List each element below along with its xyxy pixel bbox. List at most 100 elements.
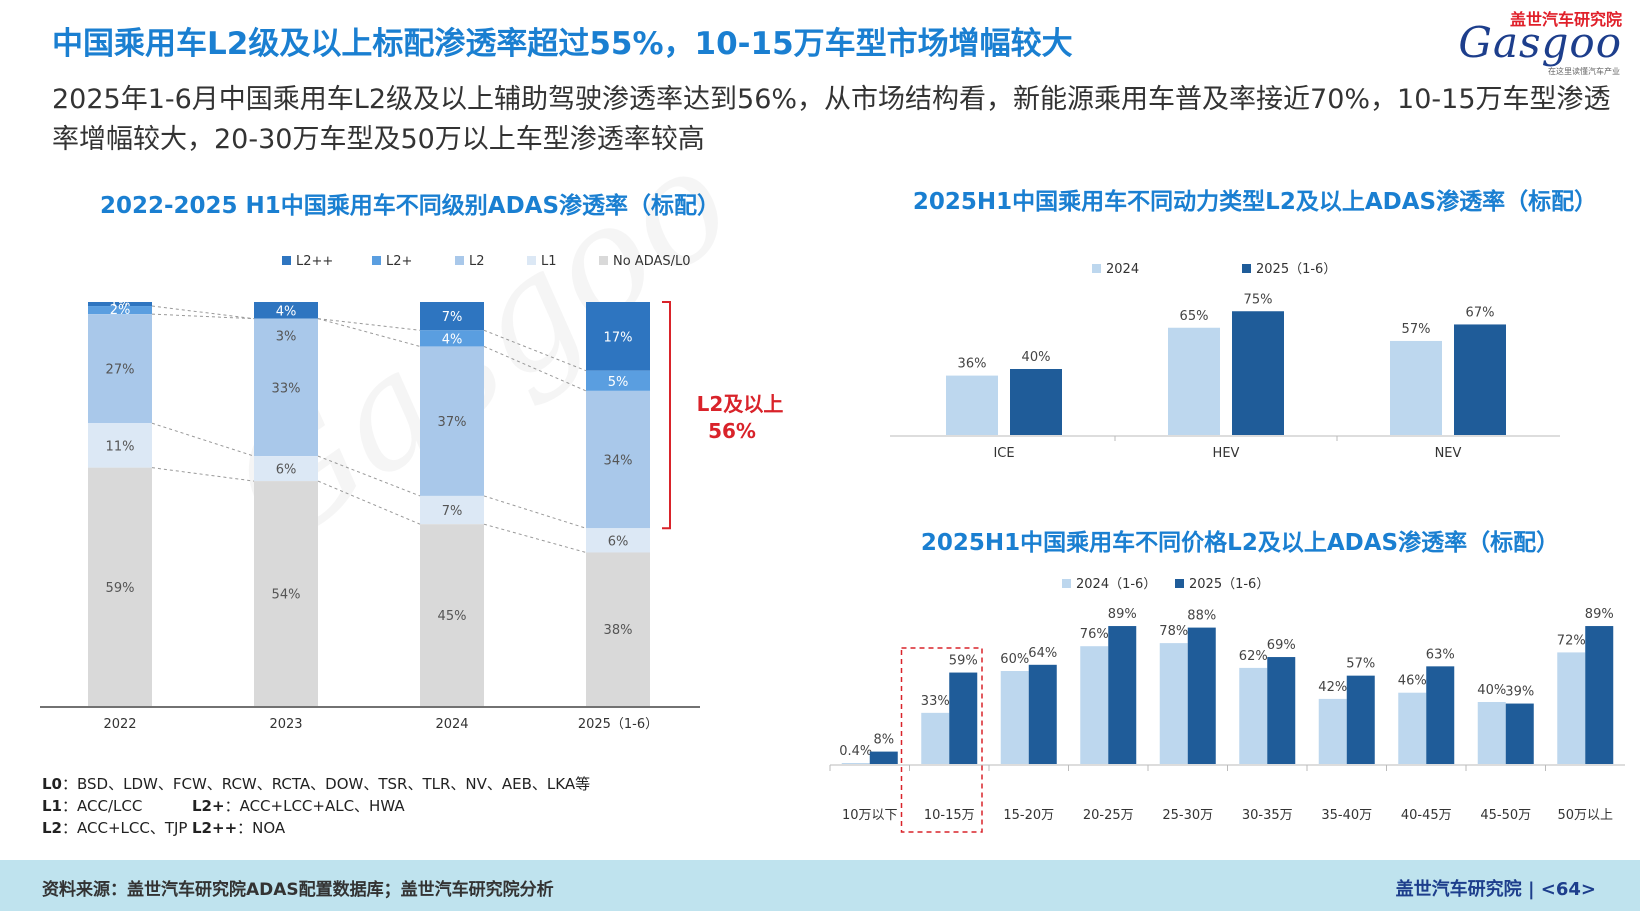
connector-3-0	[151, 422, 255, 457]
data-label-1-2: 33%	[272, 381, 301, 396]
c3-bar-0-0	[841, 763, 870, 764]
c2-x-tick-0: ICE	[993, 446, 1014, 461]
data-label-3-2: 34%	[604, 454, 633, 469]
c3-bar-2-0	[1000, 671, 1029, 764]
chart-powertrain: 2024 2025（1-6） 36% 40% ICE 65% 75% HEV 57% 67% NEV	[890, 262, 1560, 461]
connector-1-0	[151, 305, 255, 320]
c3-data-label-0-0: 0.4%	[839, 744, 872, 759]
c3-data-label-1-0: 33%	[921, 694, 950, 709]
legend-label-0: L2++	[296, 254, 333, 269]
x-tick-2: 2024	[435, 717, 468, 732]
data-label-2-3: 7%	[442, 504, 463, 519]
c3-bar-4-1	[1187, 627, 1216, 764]
data-label-2-1: 4%	[442, 332, 463, 347]
c2-data-label-2-1: 67%	[1466, 305, 1495, 320]
bar-3-0	[586, 302, 650, 371]
data-label-1-3: 6%	[276, 463, 297, 478]
c3-legend-label-0: 2024（1-6）	[1076, 577, 1156, 592]
connector-2-2	[483, 345, 587, 392]
data-label-3-1: 5%	[608, 375, 629, 390]
c3-bar-4-0	[1159, 643, 1188, 764]
legend-label-2: L2	[469, 254, 485, 269]
c3-data-label-8-1: 39%	[1505, 685, 1534, 700]
legend-label-1: L2+	[386, 254, 412, 269]
c2-data-label-0-1: 40%	[1022, 350, 1051, 365]
c2-legend-label-0: 2024	[1106, 262, 1139, 277]
c3-data-label-5-0: 62%	[1239, 649, 1268, 664]
data-label-3-3: 6%	[608, 534, 629, 549]
c3-bar-9-0	[1557, 652, 1586, 764]
gasgoo-logo: 盖世汽车研究院 Gasgoo 在这里读懂汽车产业	[1430, 4, 1630, 76]
data-label-1-4: 54%	[272, 588, 301, 603]
c3-data-label-1-1: 59%	[949, 654, 978, 669]
legend-swatch-2	[455, 256, 464, 265]
connector-2-0	[151, 313, 255, 320]
c3-x-tick-6: 35-40万	[1321, 808, 1372, 823]
bar-0-2	[88, 314, 152, 424]
connector-2-1	[317, 318, 421, 347]
bar-1-4	[254, 481, 318, 706]
legend-label-3: L1	[541, 254, 557, 269]
bar-1-2	[254, 318, 318, 457]
c3-data-label-3-1: 89%	[1108, 607, 1137, 622]
c3-data-label-2-1: 64%	[1028, 646, 1057, 661]
bar-3-3	[586, 528, 650, 553]
data-label-2-0: 7%	[442, 310, 463, 325]
c3-bar-7-0	[1398, 692, 1427, 764]
c2-legend-swatch-0	[1092, 264, 1101, 273]
c3-x-tick-2: 15-20万	[1003, 808, 1054, 823]
c3-bar-0-1	[869, 751, 898, 764]
c3-bar-3-0	[1080, 646, 1109, 764]
connector-1-2	[483, 329, 587, 372]
c2-legend-label-1: 2025（1-6）	[1256, 262, 1336, 277]
bar-2-2	[420, 346, 484, 496]
x-tick-3: 2025（1-6）	[578, 717, 658, 732]
bar-2-1	[420, 330, 484, 347]
data-label-1-0: 4%	[276, 304, 297, 319]
c3-x-tick-7: 40-45万	[1401, 808, 1452, 823]
data-label-2-2: 37%	[438, 415, 467, 430]
x-tick-1: 2023	[269, 717, 302, 732]
bar-2-0	[420, 302, 484, 331]
c3-x-tick-4: 25-30万	[1162, 808, 1213, 823]
c3-data-label-0-1: 8%	[873, 733, 894, 748]
page-title: 中国乘用车L2级及以上标配渗透率超过55%，10-15万车型市场增幅较大	[52, 26, 1073, 62]
c3-data-label-5-1: 69%	[1267, 638, 1296, 653]
data-label-2-4: 45%	[438, 609, 467, 624]
legend-swatch-1	[372, 256, 381, 265]
c3-bar-8-1	[1505, 703, 1534, 764]
logo-en-text: Gasgoo	[1458, 18, 1622, 67]
bar-0-4	[88, 467, 152, 706]
c2-bar-0-0	[946, 375, 998, 435]
c2-bar-2-0	[1390, 340, 1442, 435]
c2-x-tick-1: HEV	[1213, 446, 1240, 461]
footer-source: 资料来源：盖世汽车研究院ADAS配置数据库；盖世汽车研究院分析	[42, 880, 554, 900]
level-definitions: L0：BSD、LDW、FCW、RCW、RCTA、DOW、TSR、TLR、NV、A…	[42, 773, 590, 839]
c2-legend-swatch-1	[1242, 264, 1251, 273]
c3-bar-7-1	[1426, 666, 1455, 764]
chart1-title: 2022-2025 H1中国乘用车不同级别ADAS渗透率（标配）	[99, 193, 721, 219]
c2-data-label-1-0: 65%	[1180, 309, 1209, 324]
c3-bar-1-1	[949, 672, 978, 764]
connector-4-2	[483, 523, 587, 553]
c3-highlight-box	[900, 647, 983, 833]
c2-bar-0-1	[1010, 369, 1062, 435]
bar-2-4	[420, 524, 484, 706]
x-tick-0: 2022	[103, 717, 136, 732]
c3-data-label-2-0: 60%	[1000, 652, 1029, 667]
c3-x-tick-5: 30-35万	[1242, 808, 1293, 823]
legend-swatch-4	[599, 256, 608, 265]
c3-bar-8-0	[1477, 702, 1506, 764]
bar-1-3	[254, 456, 318, 482]
bar-0-0	[88, 302, 152, 307]
c3-legend-label-1: 2025（1-6）	[1189, 577, 1269, 592]
c3-bar-6-1	[1346, 675, 1375, 764]
logo-tagline: 在这里读懂汽车产业	[1548, 67, 1620, 76]
footer-org-page: 盖世汽车研究院 | <64>	[1395, 879, 1596, 900]
c3-data-label-3-0: 76%	[1080, 627, 1109, 642]
bar-1-0	[254, 302, 318, 319]
c2-data-label-0-0: 36%	[958, 357, 987, 372]
c3-legend-swatch-0	[1062, 579, 1071, 588]
chart-price: 2024（1-6） 2025（1-6） 0.4%8% 10万以下 33% 59% 10-15…	[829, 577, 1625, 833]
connector-3-2	[483, 495, 587, 529]
